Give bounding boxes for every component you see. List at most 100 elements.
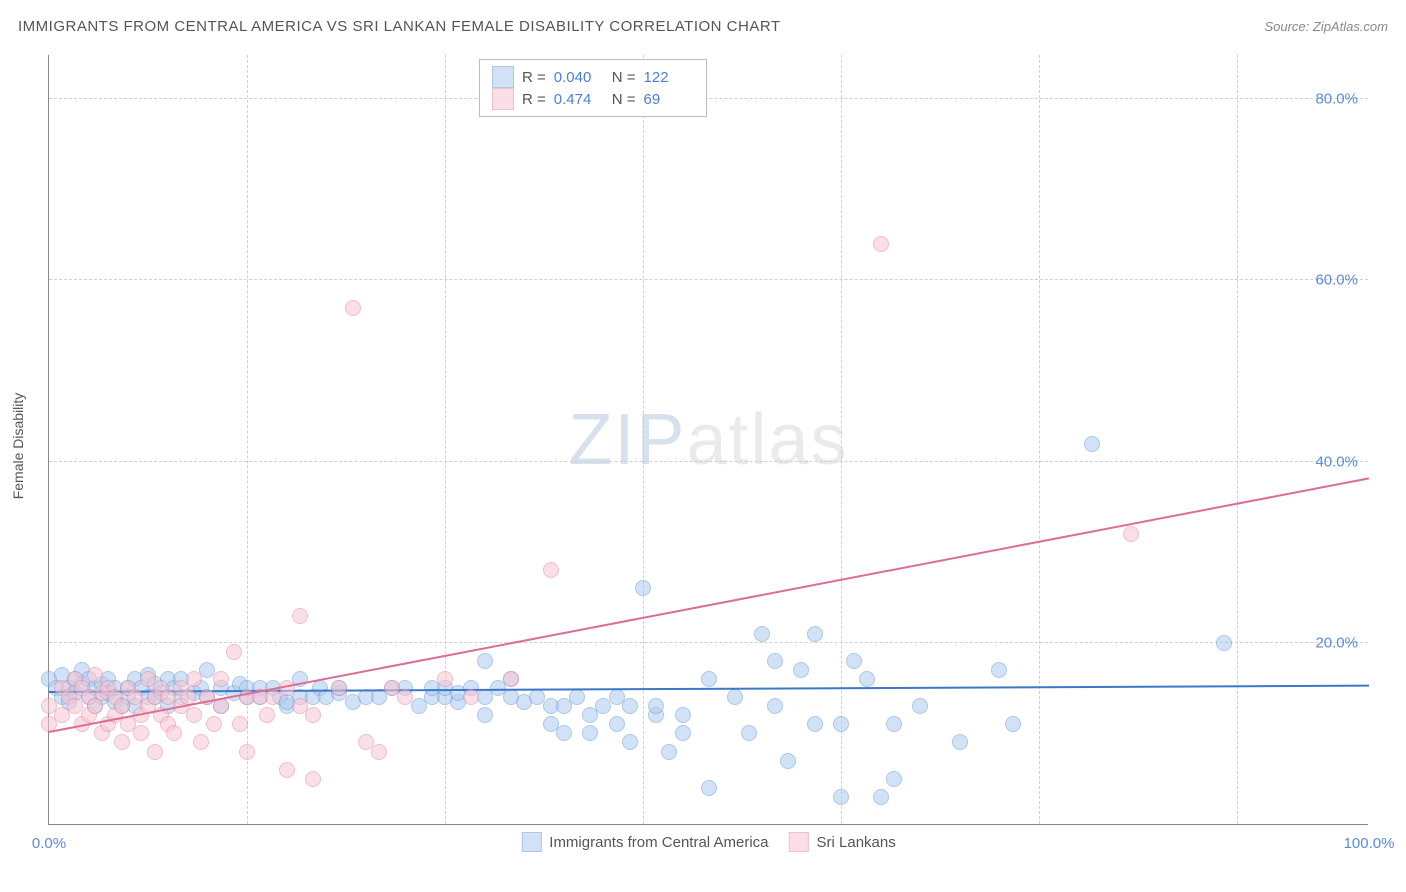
scatter-point: [912, 698, 928, 714]
scatter-point: [239, 744, 255, 760]
source-prefix: Source:: [1264, 19, 1312, 34]
series-label: Immigrants from Central America: [549, 834, 768, 851]
scatter-point: [397, 689, 413, 705]
grid-line-vertical: [1237, 55, 1238, 824]
source-attribution: Source: ZipAtlas.com: [1264, 18, 1388, 36]
grid-line-vertical: [445, 55, 446, 824]
scatter-point: [463, 689, 479, 705]
scatter-point: [259, 707, 275, 723]
scatter-point: [87, 667, 103, 683]
series-legend: Immigrants from Central America Sri Lanka…: [521, 832, 895, 852]
scatter-point: [886, 716, 902, 732]
y-tick-label: 20.0%: [1315, 634, 1358, 651]
scatter-point: [622, 734, 638, 750]
scatter-point: [477, 653, 493, 669]
scatter-point: [477, 707, 493, 723]
scatter-point: [437, 671, 453, 687]
scatter-point: [780, 753, 796, 769]
scatter-point: [193, 734, 209, 750]
scatter-point: [952, 734, 968, 750]
scatter-point: [1084, 436, 1100, 452]
legend-swatch: [492, 66, 514, 88]
legend-swatch: [492, 88, 514, 110]
grid-line-vertical: [841, 55, 842, 824]
correlation-legend-row: R = 0.040 N = 122: [492, 66, 694, 88]
scatter-point: [754, 626, 770, 642]
scatter-point: [147, 744, 163, 760]
r-label: R =: [522, 91, 546, 108]
correlation-legend-row: R = 0.474 N = 69: [492, 88, 694, 110]
scatter-point: [833, 716, 849, 732]
scatter-point: [767, 653, 783, 669]
scatter-point: [701, 780, 717, 796]
source-name: ZipAtlas.com: [1313, 19, 1388, 34]
scatter-point: [279, 762, 295, 778]
scatter-point: [543, 562, 559, 578]
scatter-point: [807, 626, 823, 642]
grid-line-vertical: [1039, 55, 1040, 824]
scatter-point: [1123, 526, 1139, 542]
grid-line-vertical: [643, 55, 644, 824]
grid-line-vertical: [247, 55, 248, 824]
scatter-point: [991, 662, 1007, 678]
scatter-point: [331, 680, 347, 696]
legend-swatch: [521, 832, 541, 852]
n-label: N =: [612, 69, 636, 86]
scatter-point: [503, 671, 519, 687]
r-value: 0.040: [554, 69, 604, 86]
scatter-plot-area: ZIPatlas 20.0%40.0%60.0%80.0%0.0%100.0%R…: [48, 55, 1368, 825]
scatter-point: [292, 608, 308, 624]
scatter-point: [846, 653, 862, 669]
scatter-point: [873, 236, 889, 252]
scatter-point: [582, 725, 598, 741]
scatter-point: [556, 725, 572, 741]
scatter-point: [873, 789, 889, 805]
scatter-point: [206, 716, 222, 732]
y-tick-label: 40.0%: [1315, 453, 1358, 470]
series-label: Sri Lankans: [817, 834, 896, 851]
scatter-point: [833, 789, 849, 805]
x-tick-label: 0.0%: [32, 835, 66, 852]
scatter-point: [886, 771, 902, 787]
n-label: N =: [612, 91, 636, 108]
watermark-text-1: ZIP: [568, 400, 686, 480]
scatter-point: [807, 716, 823, 732]
scatter-point: [133, 725, 149, 741]
scatter-point: [345, 300, 361, 316]
scatter-point: [186, 707, 202, 723]
scatter-point: [661, 744, 677, 760]
scatter-point: [232, 716, 248, 732]
x-tick-label: 100.0%: [1344, 835, 1395, 852]
watermark: ZIPatlas: [568, 399, 848, 481]
scatter-point: [226, 644, 242, 660]
scatter-point: [569, 689, 585, 705]
r-value: 0.474: [554, 91, 604, 108]
scatter-point: [166, 725, 182, 741]
scatter-point: [675, 725, 691, 741]
scatter-point: [1216, 635, 1232, 651]
scatter-point: [675, 707, 691, 723]
scatter-point: [859, 671, 875, 687]
watermark-text-2: atlas: [686, 400, 848, 480]
scatter-point: [213, 671, 229, 687]
scatter-point: [727, 689, 743, 705]
scatter-point: [1005, 716, 1021, 732]
scatter-point: [635, 580, 651, 596]
scatter-point: [305, 771, 321, 787]
y-axis-title: Female Disability: [10, 393, 26, 500]
scatter-point: [741, 725, 757, 741]
chart-title: IMMIGRANTS FROM CENTRAL AMERICA VS SRI L…: [18, 18, 781, 35]
legend-swatch: [789, 832, 809, 852]
scatter-point: [793, 662, 809, 678]
scatter-point: [371, 744, 387, 760]
scatter-point: [186, 671, 202, 687]
r-label: R =: [522, 69, 546, 86]
scatter-point: [622, 698, 638, 714]
scatter-point: [609, 716, 625, 732]
scatter-point: [648, 698, 664, 714]
n-value: 122: [644, 69, 694, 86]
y-tick-label: 80.0%: [1315, 91, 1358, 108]
y-tick-label: 60.0%: [1315, 272, 1358, 289]
n-value: 69: [644, 91, 694, 108]
series-legend-item: Immigrants from Central America: [521, 832, 768, 852]
